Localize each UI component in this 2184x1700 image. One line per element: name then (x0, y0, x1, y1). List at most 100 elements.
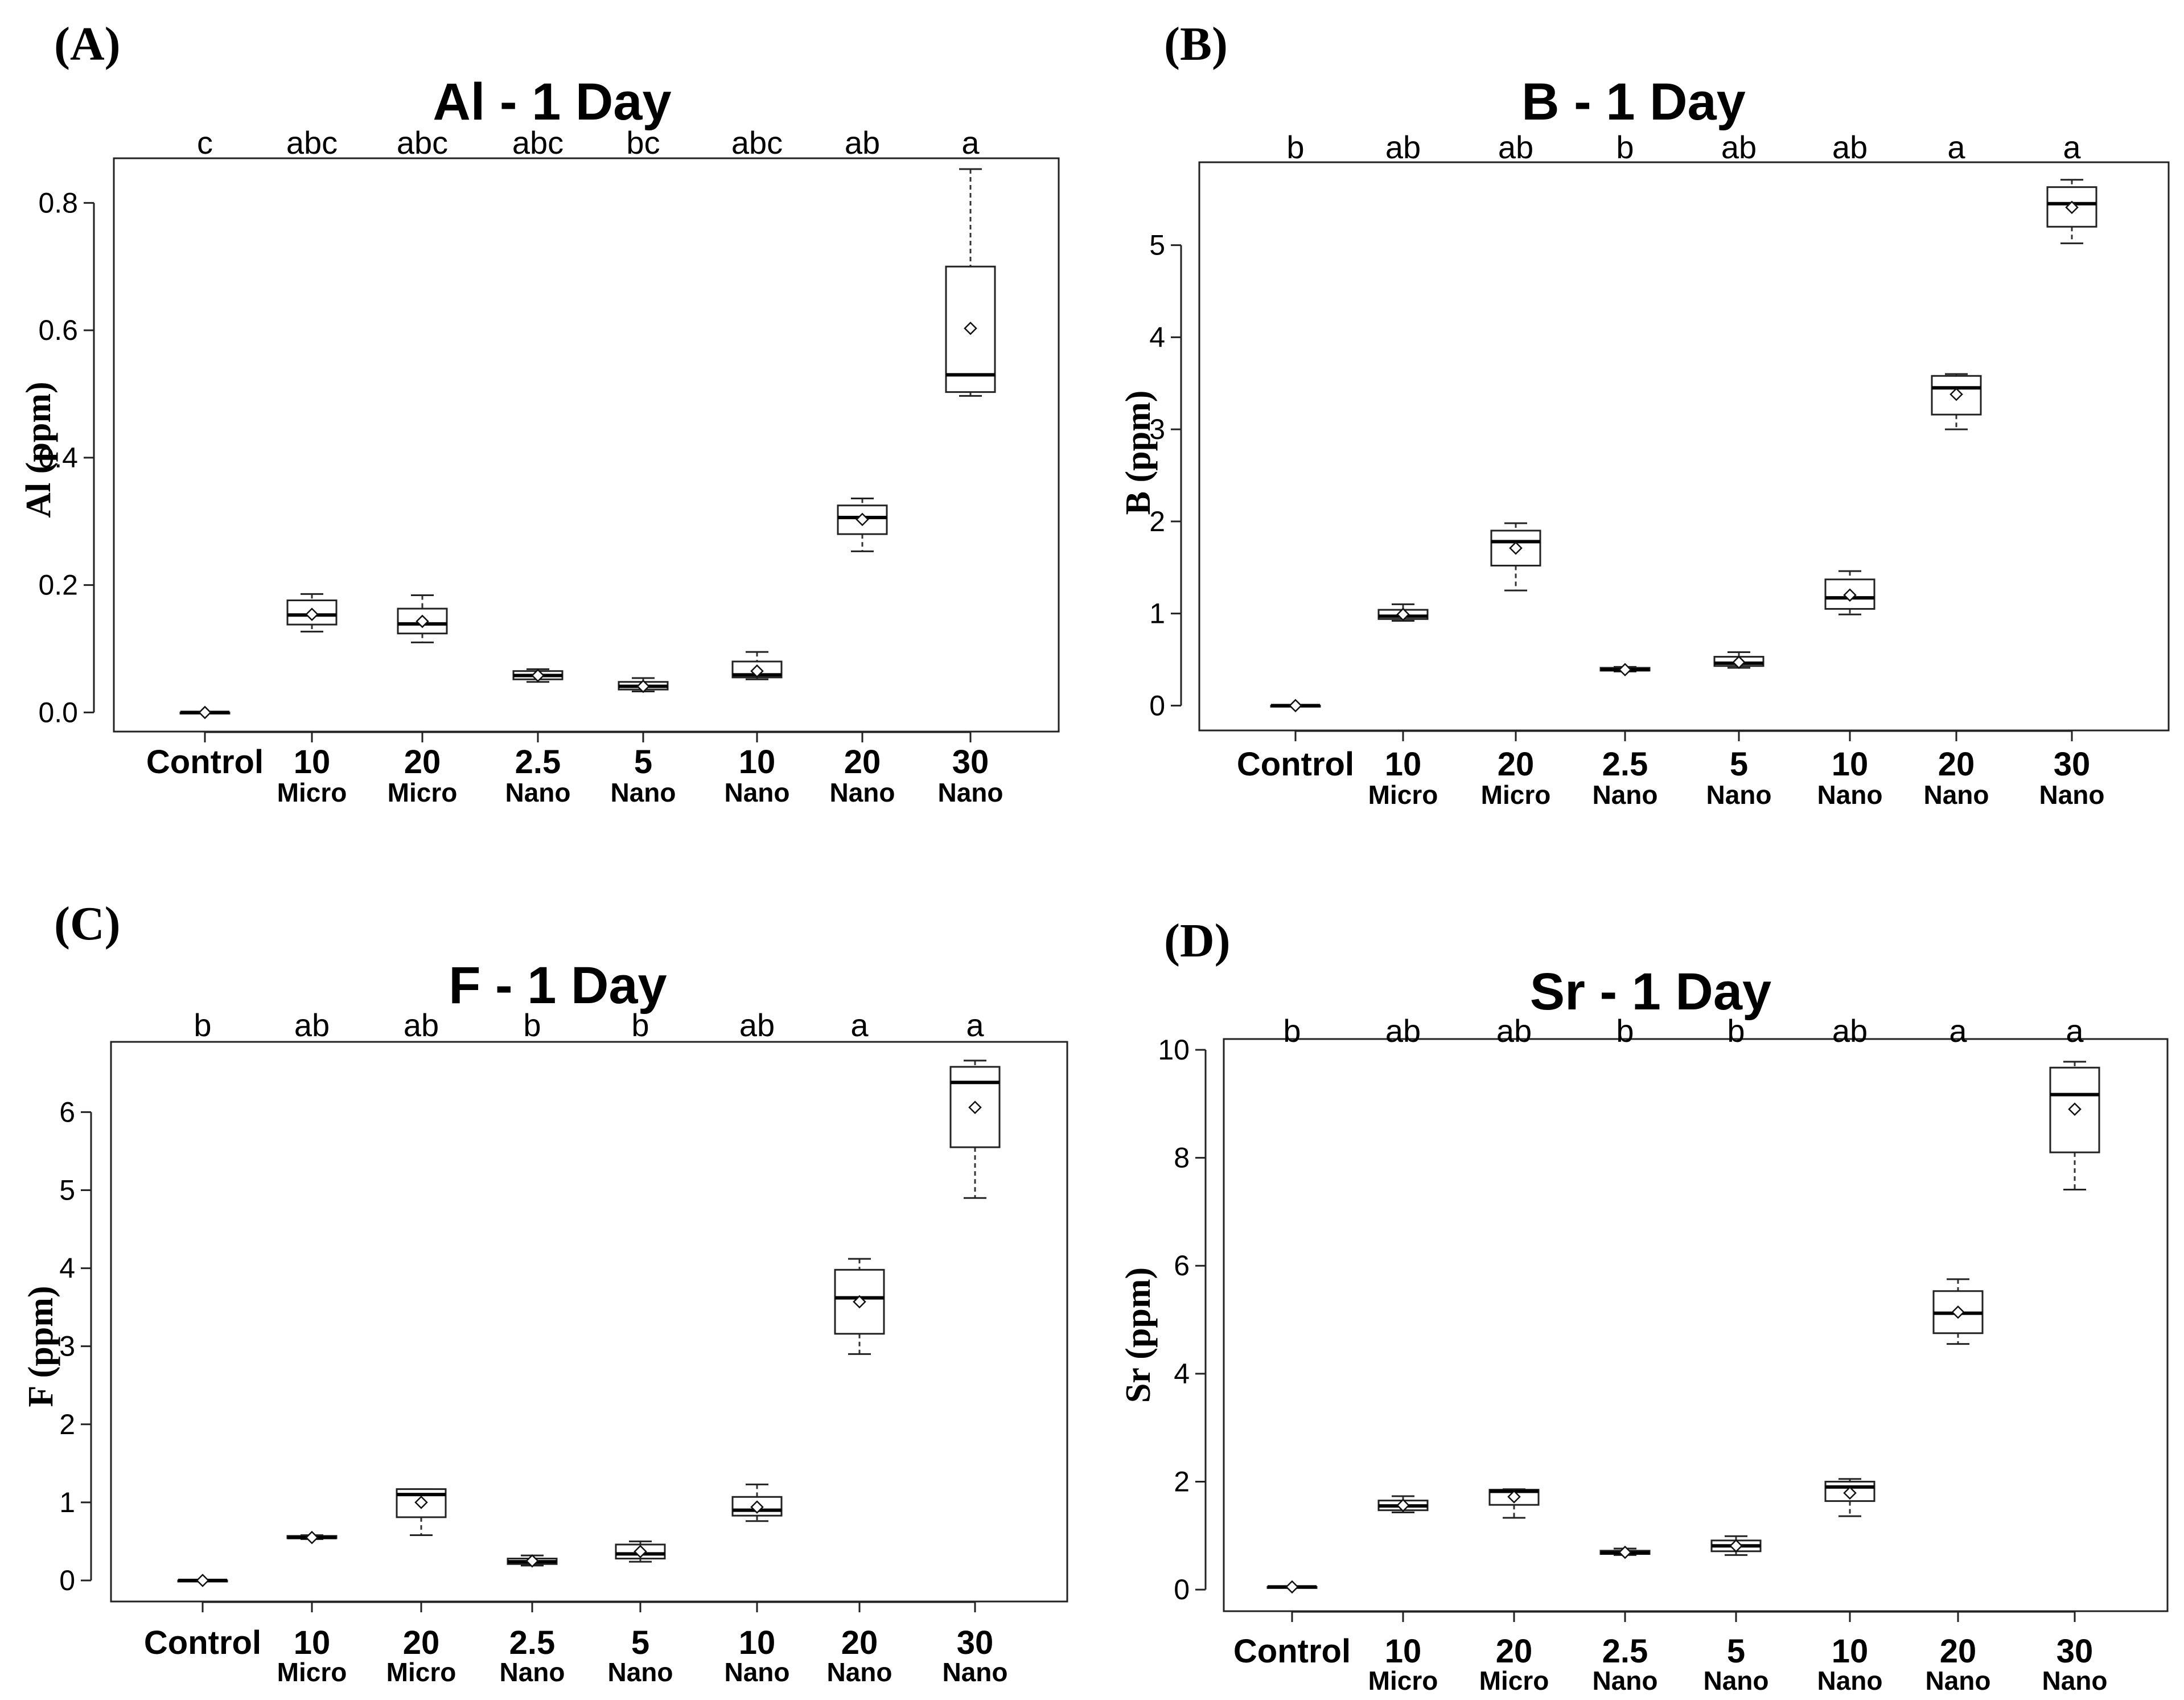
y-tick-label: 4 (1149, 321, 1165, 353)
chart-title: Sr - 1 Day (1530, 963, 1771, 1021)
y-tick-label: 2 (1174, 1465, 1190, 1497)
significance-letter: a (2063, 129, 2081, 165)
significance-letter: a (961, 125, 980, 161)
significance-letter: a (850, 1007, 869, 1043)
significance-letter: b (1616, 129, 1634, 165)
panel-letter: (D) (1164, 914, 1231, 967)
x-tick-label: 5 (631, 1624, 649, 1661)
mean-marker (855, 512, 869, 527)
significance-letter: b (1616, 1013, 1634, 1049)
panel-letter: (C) (54, 897, 121, 950)
x-tick-sublabel: Nano (2042, 1666, 2108, 1695)
x-tick-sublabel: Nano (725, 778, 790, 807)
y-axis-label: Sr (ppm) (1119, 1267, 1158, 1403)
chart-title: B - 1 Day (1521, 73, 1746, 131)
y-axis-label: F (ppm) (22, 1286, 60, 1407)
mean-marker (1843, 588, 1857, 602)
significance-letter: ab (404, 1007, 439, 1043)
significance-letter: abc (286, 125, 338, 161)
significance-letter: b (194, 1007, 211, 1043)
mean-marker (853, 1295, 866, 1309)
significance-letter: ab (1498, 129, 1533, 165)
plot-frame (110, 1041, 1068, 1603)
y-tick-label: 4 (59, 1253, 75, 1284)
x-tick-label: 5 (1730, 746, 1748, 783)
mean-marker (1396, 1498, 1410, 1512)
x-tick-sublabel: Nano (1817, 780, 1883, 810)
mean-marker (1951, 1305, 1965, 1319)
significance-letter: ab (1385, 129, 1421, 165)
y-tick-label: 1 (1149, 598, 1165, 630)
significance-letter: a (1949, 1013, 1967, 1049)
mean-marker (964, 321, 977, 335)
y-tick-label: 3 (1149, 413, 1165, 445)
significance-letter: ab (1496, 1013, 1532, 1049)
y-axis-label: B (ppm) (1119, 391, 1158, 515)
significance-letter: a (1947, 129, 1965, 165)
chart-title: Al - 1 Day (433, 73, 671, 131)
mean-marker (1396, 607, 1410, 621)
x-tick-label: 10 (294, 1624, 331, 1661)
x-tick-label: 5 (634, 744, 652, 781)
x-tick-sublabel: Micro (386, 1657, 456, 1687)
mean-marker (1285, 1580, 1299, 1594)
y-tick-label: 0.0 (38, 696, 78, 728)
y-tick-label: 5 (1149, 229, 1165, 261)
x-tick-label: 30 (952, 744, 989, 781)
x-tick-sublabel: Nano (500, 1657, 565, 1687)
mean-marker (968, 1101, 982, 1114)
x-tick-label: Control (146, 744, 264, 781)
significance-letter: abc (397, 125, 448, 161)
x-tick-label: 20 (1496, 1633, 1533, 1670)
significance-letter: ab (294, 1007, 330, 1043)
mean-marker (1949, 387, 1963, 401)
y-tick-label: 0 (1174, 1574, 1190, 1605)
x-tick-sublabel: Micro (1368, 780, 1438, 810)
x-tick-sublabel: Nano (1926, 1666, 1991, 1695)
mean-marker (750, 1500, 764, 1514)
mean-marker (531, 668, 545, 683)
x-tick-sublabel: Nano (725, 1657, 790, 1687)
x-tick-sublabel: Nano (505, 778, 571, 807)
panel-a: (A) Al - 1 Day Al (ppm) 0.0 0.2 0.4 0.6 0.8 c Con… (19, 18, 1060, 807)
significance-letter: ab (1385, 1013, 1421, 1049)
y-tick-label: 8 (1174, 1142, 1190, 1174)
mean-marker (305, 1530, 319, 1545)
x-tick-label: 20 (844, 744, 881, 781)
significance-letter: b (523, 1007, 541, 1043)
significance-letter: ab (1721, 129, 1757, 165)
plot-frame (113, 157, 1060, 733)
box-group: c Control (146, 125, 264, 781)
y-tick-label: 2 (59, 1409, 75, 1440)
x-tick-label: 10 (739, 1624, 776, 1661)
x-tick-sublabel: Micro (277, 1657, 347, 1687)
iqr-box (834, 1268, 885, 1335)
mean-marker (634, 1545, 647, 1559)
y-tick-label: 5 (59, 1174, 75, 1206)
x-tick-sublabel: Nano (1704, 1666, 1769, 1695)
mean-marker (198, 705, 212, 720)
mean-marker (1507, 1490, 1521, 1504)
mean-marker (196, 1574, 209, 1587)
x-tick-label: 30 (957, 1624, 994, 1661)
x-tick-sublabel: Micro (388, 778, 458, 807)
x-tick-sublabel: Nano (1924, 780, 1989, 810)
box-group: b Control (1237, 129, 1354, 783)
x-tick-sublabel: Nano (943, 1657, 1008, 1687)
y-tick-label: 4 (1174, 1358, 1190, 1390)
x-tick-sublabel: Nano (938, 778, 1003, 807)
x-tick-label: 10 (1385, 746, 1422, 783)
